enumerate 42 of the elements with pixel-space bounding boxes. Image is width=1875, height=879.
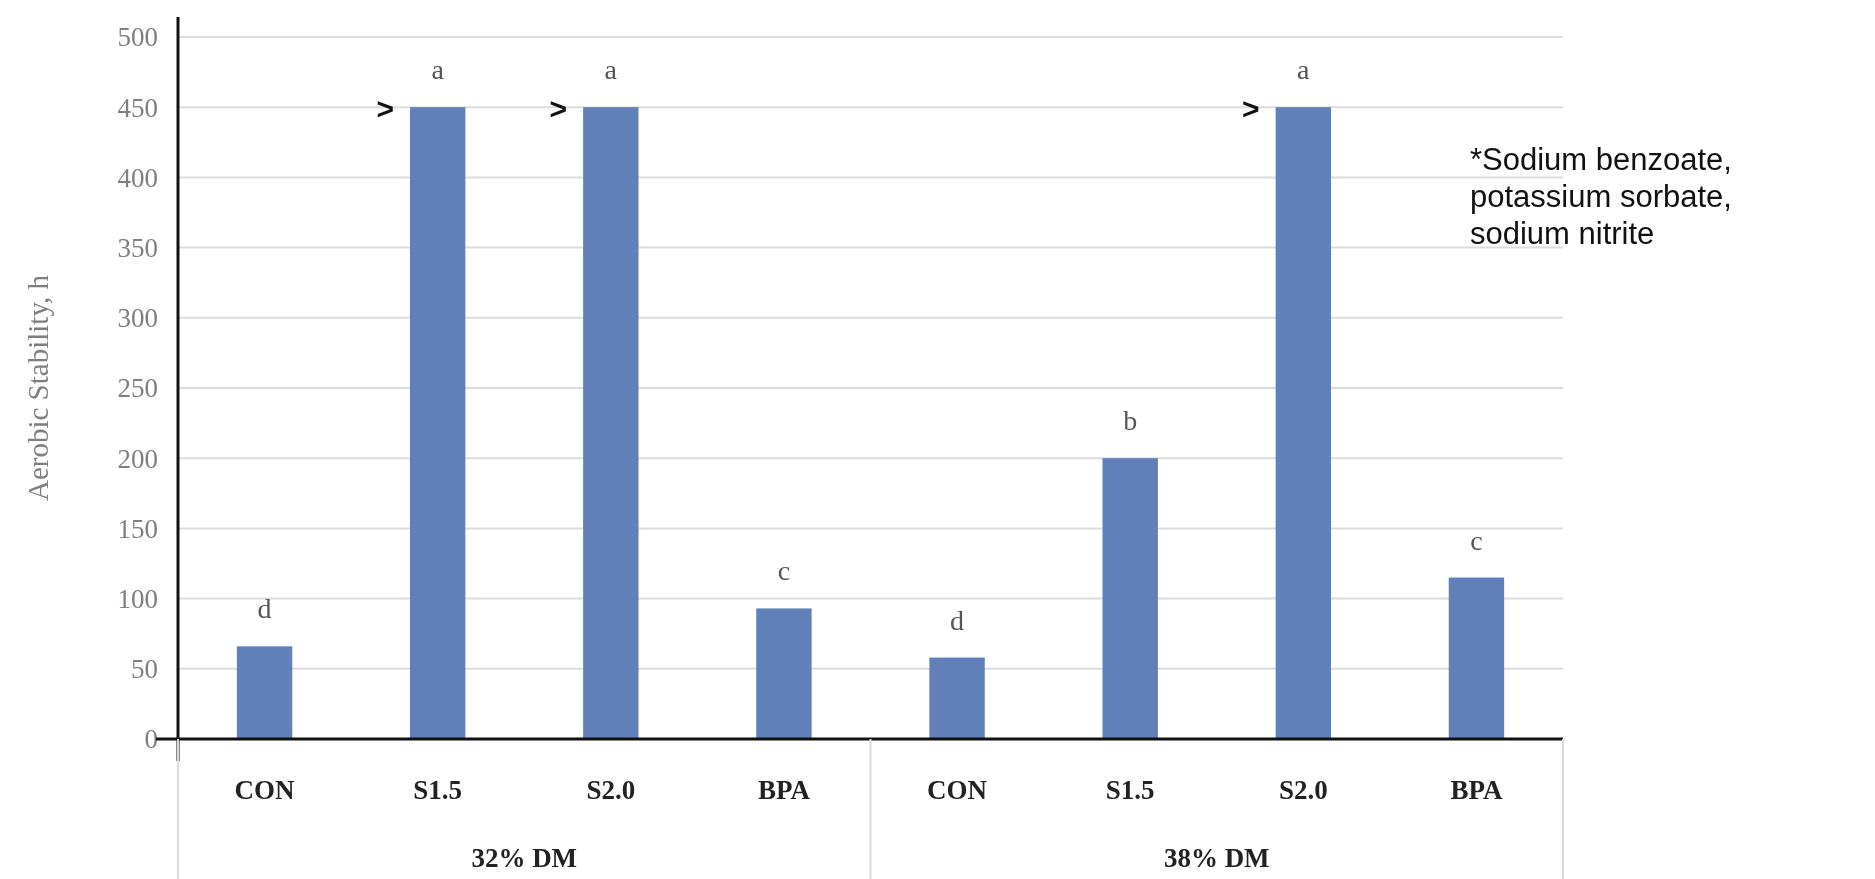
data-label: b [1123,405,1138,437]
data-label: a [431,54,445,86]
y-tick-label: 250 [117,373,158,404]
data-label: d [950,604,965,636]
annotation: > [1242,92,1260,126]
y-tick-label: 300 [117,303,158,334]
x-tick-label: CON [927,775,988,805]
data-label: a [604,54,618,86]
bar [756,608,812,739]
y-tick-label: 0 [144,724,158,755]
bar [409,107,466,739]
bar [1102,458,1158,739]
x-tick-label: CON [234,775,296,805]
annotation: > [549,92,568,126]
y-tick-label: 50 [131,654,158,685]
y-tick-label: 450 [117,92,158,123]
y-tick-label: 150 [117,513,158,544]
y-tick-label: 100 [117,584,158,615]
bar [236,646,293,739]
bar [1448,577,1505,739]
annotation: > [376,92,394,126]
data-label: a [1297,54,1311,86]
text: 38% DM [1163,843,1270,873]
y-tick-label: 400 [117,162,158,193]
y-axis-title: Aerobic Stability, h [22,274,54,502]
y-tick-label: 500 [117,22,158,53]
text: 32% DM [471,843,578,873]
data-label: c [1470,524,1483,556]
x-tick-label: S1.5 [1105,775,1155,805]
annotation: *Sodium benzoate, potassium sorbate, sodium nitrite [1470,142,1732,251]
y-tick-label: 200 [117,443,158,474]
x-tick-label: S2.0 [1278,775,1328,805]
bar [1275,107,1332,739]
x-tick-label: S2.0 [586,775,636,805]
x-tick-label: S1.5 [413,775,463,805]
x-tick-label: BPA [757,775,811,805]
data-label: d [257,593,272,625]
x-tick-label: BPA [1450,775,1503,805]
data-label: c [777,555,791,587]
bar [929,657,985,739]
bar [583,107,639,739]
y-tick-label: 350 [117,233,158,264]
